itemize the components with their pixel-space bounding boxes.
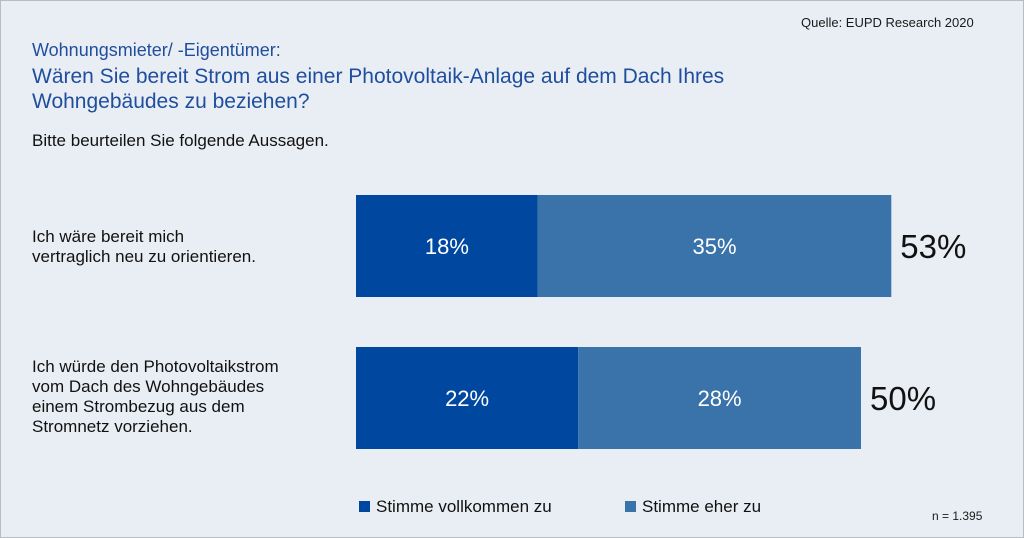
category-label-line: einem Strombezug aus dem <box>32 397 245 416</box>
total-label-2: 50% <box>870 380 936 417</box>
category-label-line: Ich wäre bereit mich <box>32 227 185 246</box>
legend-swatch-eher <box>625 501 636 512</box>
bar-segment-vollkommen-1 <box>356 195 538 297</box>
bar-segment-eher-2 <box>578 347 861 449</box>
chart-title: Wären Sie bereit Strom aus einer Photovo… <box>32 65 725 113</box>
data-label-eher-1: 35% <box>693 234 737 259</box>
chart-subtitle: Wohnungsmieter/ -Eigentümer: <box>32 40 281 60</box>
category-label-2: Ich würde den Photovoltaikstrom vom Dach… <box>32 357 279 437</box>
instruction-text: Bitte beurteilen Sie folgende Aussagen. <box>32 131 329 150</box>
legend-label-vollkommen: Stimme vollkommen zu <box>376 497 552 516</box>
legend-swatch-vollkommen <box>359 501 370 512</box>
category-label-1: Ich wäre bereit mich vertraglich neu zu … <box>32 227 256 267</box>
category-label-line: vom Dach des Wohngebäudes <box>32 377 265 396</box>
bar-segment-vollkommen-2 <box>356 347 579 449</box>
category-label-line: vertraglich neu zu orientieren. <box>32 247 256 266</box>
data-label-vollkommen-2: 22% <box>445 386 489 411</box>
data-label-vollkommen-1: 18% <box>425 234 469 259</box>
legend-label-eher: Stimme eher zu <box>642 497 762 516</box>
bar-segment-eher-1 <box>537 195 892 297</box>
data-label-eher-2: 28% <box>698 386 742 411</box>
sample-size-note: n = 1.395 <box>932 509 983 523</box>
category-label-line: Stromnetz vorziehen. <box>32 417 193 436</box>
total-label-1: 53% <box>900 228 966 265</box>
source-note: Quelle: EUPD Research 2020 <box>801 15 974 30</box>
category-label-line: Ich würde den Photovoltaikstrom <box>32 357 279 376</box>
